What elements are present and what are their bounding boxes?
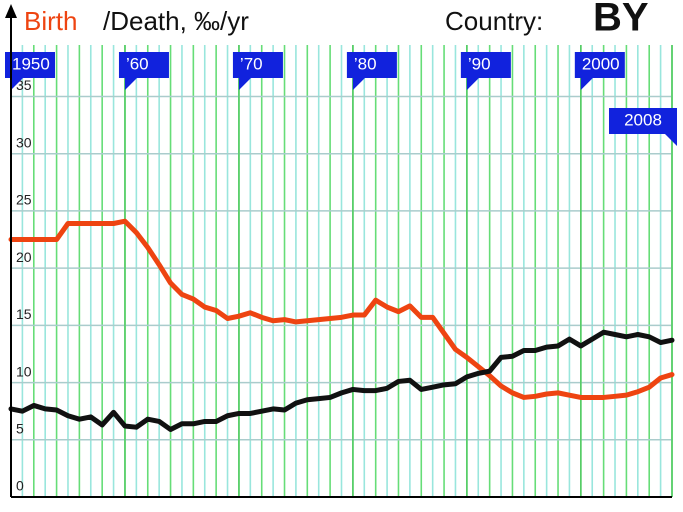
- flag-box: [5, 52, 55, 78]
- x-tick-flag: 1950: [5, 52, 55, 90]
- y-tick-label: 30: [16, 134, 32, 150]
- x-tick-label: ’60: [126, 54, 149, 73]
- flag-pointer: [352, 78, 365, 90]
- flag-pointer: [124, 78, 137, 90]
- y-tick-label: 0: [16, 478, 24, 494]
- flag-box: [232, 52, 283, 78]
- x-tick-flag: ’60: [118, 52, 169, 90]
- flag-box: [574, 52, 625, 78]
- flag-pointer: [238, 78, 251, 90]
- x-tick-label: 2008: [624, 110, 662, 129]
- chart-title: /Death, ‰/yr: [103, 6, 249, 36]
- x-tick-flag: ’90: [460, 52, 511, 90]
- y-tick-label: 10: [16, 363, 32, 379]
- x-tick-label: ’80: [354, 54, 377, 73]
- ticks: 0 5 10 15 20 25 30 35 1950 ’60 ’70 ’80 ’90 2000 2008: [5, 52, 677, 494]
- y-tick-label: 35: [16, 77, 32, 93]
- country: BY: [593, 0, 649, 40]
- flag-box: [118, 52, 169, 78]
- y-tick-label: 15: [16, 306, 32, 322]
- grid: [10, 45, 673, 498]
- flag-pointer: [11, 78, 23, 90]
- series-line: [8, 218, 675, 400]
- flag-pointer: [580, 78, 593, 90]
- x-tick-label: 1950: [12, 54, 50, 73]
- x-tick-label: ’90: [468, 54, 491, 73]
- x-tick-flag: ’70: [232, 52, 283, 90]
- flag-box: [346, 52, 397, 78]
- x-tick-flag: 2000: [574, 52, 625, 90]
- y-tick-label: 20: [16, 249, 32, 265]
- y-tick-label: 5: [16, 420, 24, 436]
- y-axis-arrow: [5, 4, 17, 18]
- country-label: Country:: [445, 6, 543, 36]
- x-tick-label: 2000: [582, 54, 620, 73]
- x-tick-flag: 2008: [609, 108, 677, 146]
- flag-pointer: [466, 78, 479, 90]
- flag-box: [609, 108, 677, 134]
- series-line: [8, 329, 675, 432]
- x-tick-flag: ’80: [346, 52, 397, 90]
- y-tick-label: 25: [16, 192, 32, 208]
- legend-birth: Birth: [24, 6, 77, 36]
- x-tick-label: ’70: [240, 54, 263, 73]
- lines: [8, 218, 675, 432]
- flag-box: [460, 52, 511, 78]
- flag-pointer: [665, 134, 677, 146]
